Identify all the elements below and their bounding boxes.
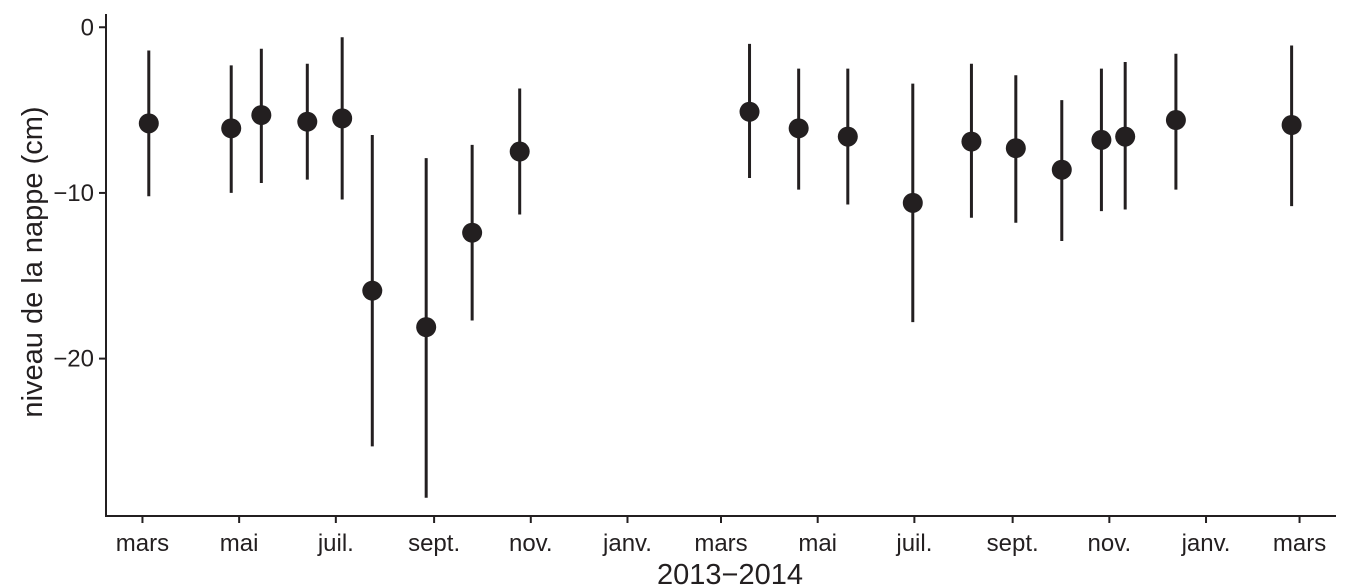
y-tick-label: −20 xyxy=(53,346,94,373)
axes xyxy=(105,14,1336,517)
data-point xyxy=(416,317,437,338)
x-tick-label: mai xyxy=(798,530,837,557)
x-tick-label: mars xyxy=(694,530,747,557)
data-point xyxy=(332,108,353,129)
data-point xyxy=(739,101,760,122)
x-tick-label: juil. xyxy=(317,530,354,557)
x-tick-label: sept. xyxy=(987,530,1039,557)
x-tick-label: mars xyxy=(116,530,169,557)
y-tick-label: 0 xyxy=(81,14,94,41)
x-tick-label: sept. xyxy=(408,530,460,557)
x-axis-title: 2013−2014 xyxy=(657,559,803,588)
data-point xyxy=(837,126,858,147)
data-point xyxy=(362,280,383,301)
y-axis-ticks: 0 −10 −20 xyxy=(53,14,106,373)
data-point xyxy=(961,131,982,152)
data-point xyxy=(297,111,318,132)
x-tick-label: juil. xyxy=(895,530,932,557)
data-point xyxy=(902,192,923,213)
x-tick-label: mars xyxy=(1273,530,1326,557)
x-axis-ticks: mars mai juil. sept. nov. janv. mars mai juil. se… xyxy=(116,516,1326,557)
data-point xyxy=(1091,129,1112,150)
data-point xyxy=(1051,159,1072,180)
data-point xyxy=(788,118,809,139)
y-axis-title: niveau de la nappe (cm) xyxy=(17,106,49,417)
data-point xyxy=(462,222,483,243)
data-point xyxy=(1115,126,1136,147)
data-point xyxy=(221,118,242,139)
data-point xyxy=(509,141,530,162)
data-point xyxy=(138,113,159,134)
data-point xyxy=(1165,110,1186,131)
data-point xyxy=(1281,115,1302,136)
y-tick-label: −10 xyxy=(53,180,94,207)
error-bars xyxy=(147,37,1294,498)
x-tick-label: mai xyxy=(220,530,259,557)
x-tick-label: nov. xyxy=(1088,530,1132,557)
x-tick-label: nov. xyxy=(509,530,553,557)
data-point xyxy=(1005,138,1026,159)
data-point xyxy=(251,105,272,126)
x-tick-label: janv. xyxy=(602,530,652,557)
x-tick-label: janv. xyxy=(1181,530,1231,557)
data-points xyxy=(138,101,1302,338)
